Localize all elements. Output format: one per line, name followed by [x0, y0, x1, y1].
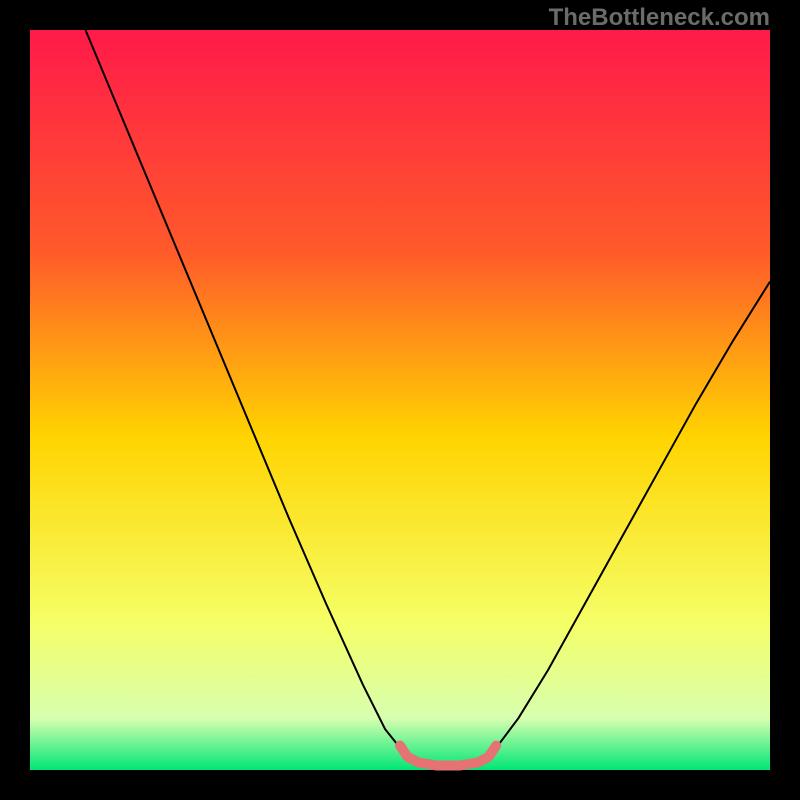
plot-svg: [0, 0, 800, 800]
chart-container: TheBottleneck.com: [0, 0, 800, 800]
watermark-text: TheBottleneck.com: [549, 4, 770, 32]
plot-background: [30, 30, 770, 770]
